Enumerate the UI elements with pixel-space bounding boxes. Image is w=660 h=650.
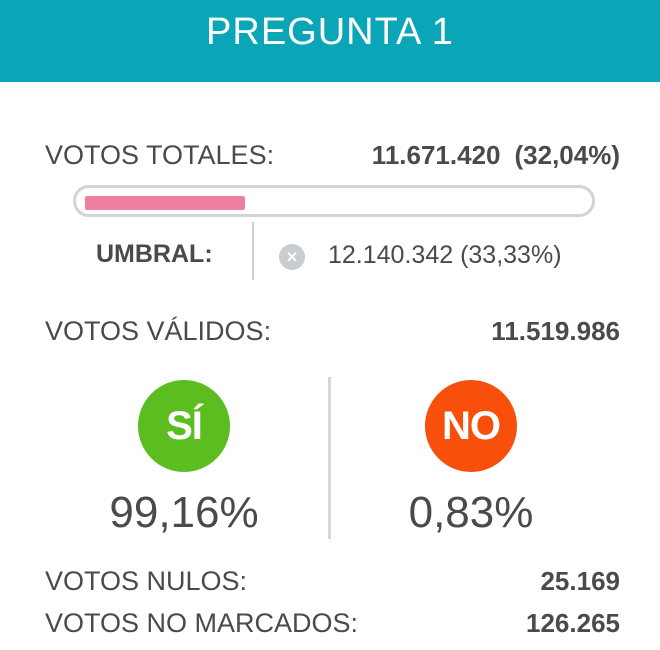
votos-validos-row: VOTOS VÁLIDOS: 11.519.986 xyxy=(45,316,620,347)
si-badge: SÍ xyxy=(138,380,230,472)
no-percent: 0,83% xyxy=(408,488,534,537)
votos-no-marcados-value: 126.265 xyxy=(526,608,620,638)
no-badge: NO xyxy=(425,380,517,472)
votos-totales-value: 11.671.420 (32,04%) xyxy=(372,140,620,171)
votos-totales-row: VOTOS TOTALES: 11.671.420 (32,04%) xyxy=(45,140,620,171)
votos-totales-percent: (32,04%) xyxy=(514,140,621,170)
close-circle-icon: × xyxy=(279,244,305,270)
votos-validos-label: VOTOS VÁLIDOS: xyxy=(45,316,272,346)
votos-nulos-label: VOTOS NULOS: xyxy=(45,566,248,596)
votos-nulos-row: VOTOS NULOS: 25.169 xyxy=(45,566,620,597)
options-divider xyxy=(328,377,331,539)
umbral-label: UMBRAL: xyxy=(96,240,213,268)
si-option: SÍ 99,16% xyxy=(79,380,289,538)
si-percent: 99,16% xyxy=(109,488,259,537)
votos-validos-value: 11.519.986 xyxy=(491,316,620,346)
header-bar: PREGUNTA 1 xyxy=(0,0,660,82)
umbral-divider xyxy=(252,222,254,280)
page-title: PREGUNTA 1 xyxy=(206,10,454,53)
progress-fill xyxy=(85,196,245,210)
no-option: NO 0,83% xyxy=(366,380,576,538)
votos-no-marcados-row: VOTOS NO MARCADOS: 126.265 xyxy=(45,608,620,639)
umbral-value: 12.140.342 (33,33%) xyxy=(328,241,562,270)
votos-nulos-value: 25.169 xyxy=(540,566,620,596)
umbral-percent: (33,33%) xyxy=(460,241,562,269)
votos-totales-progress-bar xyxy=(73,185,595,217)
votos-totales-number: 11.671.420 xyxy=(371,140,501,170)
votos-totales-label: VOTOS TOTALES: xyxy=(45,140,275,170)
umbral-number: 12.140.342 xyxy=(328,241,454,269)
votos-no-marcados-label: VOTOS NO MARCADOS: xyxy=(45,608,359,638)
